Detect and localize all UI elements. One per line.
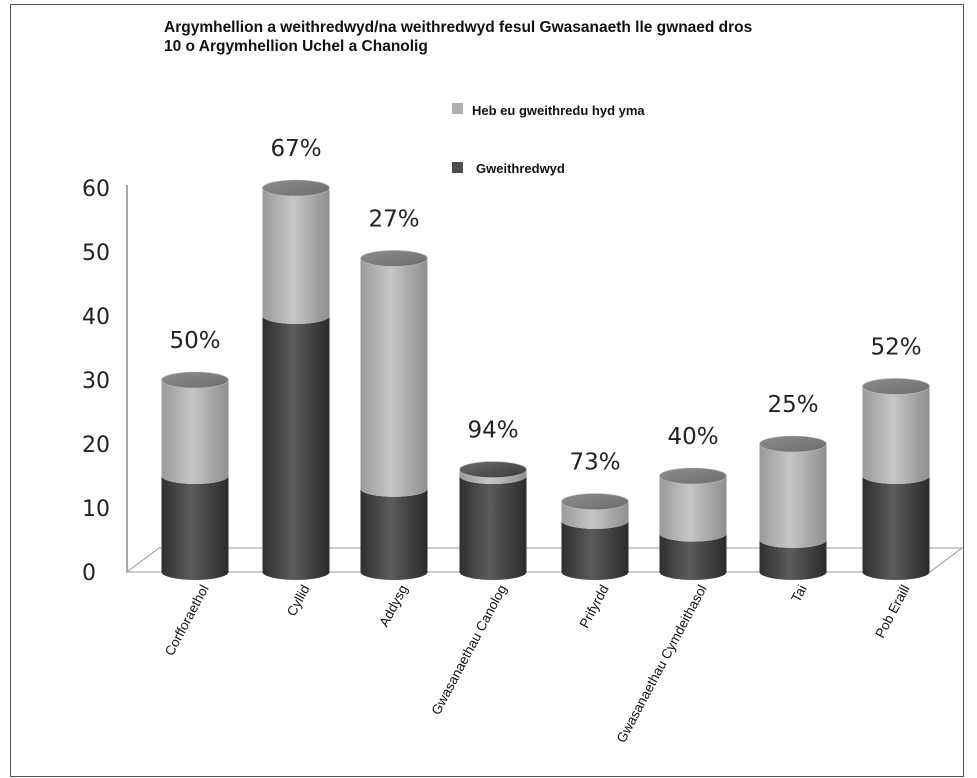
chart-title-line-1: Argymhellion a weithredwyd/na weithredwy… <box>164 19 753 36</box>
bar-gweithredwyd-5 <box>659 533 727 580</box>
bar-gweithredwyd-6 <box>759 540 827 580</box>
bar-heb-eu-gweithredu-3 <box>459 469 527 484</box>
bar-gweithredwyd-3 <box>459 476 527 580</box>
bar-gweithredwyd-7 <box>862 476 930 580</box>
bar-group-2 <box>360 250 428 580</box>
bar-group-4 <box>561 493 629 580</box>
bar-group-0 <box>161 371 229 580</box>
x-tick-label-5: Gwasanaethau Cymdeithasol <box>614 582 710 745</box>
x-tick-label-4: Prifyrdd <box>577 582 612 630</box>
y-tick-label-0: 0 <box>82 561 96 586</box>
bar-group-1 <box>262 179 330 580</box>
data-label-6: 25% <box>767 392 818 418</box>
y-tick-label-20: 20 <box>82 433 110 458</box>
chart-title: Argymhellion a weithredwyd/na weithredwy… <box>164 18 924 56</box>
x-tick-label-0: Corfforaethol <box>162 582 212 658</box>
bar-top-cap-7 <box>862 378 930 395</box>
bar-heb-eu-gweithredu-2 <box>360 258 428 497</box>
y-tick-label-40: 40 <box>82 305 110 330</box>
x-tick-label-6: Tai <box>788 582 809 604</box>
x-tick-label-7: Pob Eraill <box>872 582 912 640</box>
chart-floor <box>125 547 964 573</box>
bar-top-cap-6 <box>759 435 827 453</box>
y-tick-label-50: 50 <box>82 241 110 266</box>
bar-group-7 <box>862 378 930 580</box>
bar-top-cap-1 <box>262 179 330 197</box>
bar-heb-eu-gweithredu-7 <box>862 386 930 484</box>
bar-top-cap-5 <box>659 467 727 485</box>
y-tick-label-60: 60 <box>82 177 110 202</box>
bar-heb-eu-gweithredu-0 <box>161 380 229 484</box>
data-label-0: 50% <box>169 328 220 354</box>
data-label-5: 40% <box>667 424 718 450</box>
data-label-7: 52% <box>870 334 921 360</box>
y-tick-label-30: 30 <box>82 369 110 394</box>
legend-swatch-heb-eu-gweithredu <box>452 103 463 114</box>
chart-title-line-2: 10 o Argymhellion Uchel a Chanolig <box>164 38 428 55</box>
y-tick-label-10: 10 <box>82 497 110 522</box>
bar-heb-eu-gweithredu-1 <box>262 188 330 324</box>
bar-top-cap-3 <box>459 461 527 478</box>
x-tick-label-2: Addysg <box>376 582 410 629</box>
bar-group-6 <box>759 435 827 580</box>
data-label-1: 67% <box>270 136 321 162</box>
data-label-3: 94% <box>467 418 518 444</box>
bar-heb-eu-gweithredu-5 <box>659 476 727 542</box>
bar-top-cap-0 <box>161 371 229 389</box>
bar-group-5 <box>659 467 727 580</box>
bar-gweithredwyd-0 <box>161 476 229 580</box>
bar-gweithredwyd-2 <box>360 488 428 580</box>
data-label-4: 73% <box>569 450 620 476</box>
x-tick-label-3: Gwasanaethau Canolog <box>428 582 509 717</box>
data-label-2: 27% <box>368 206 419 232</box>
bar-top-cap-4 <box>561 493 629 510</box>
bar-gweithredwyd-4 <box>561 520 629 580</box>
legend-label-heb-eu-gweithredu: Heb eu gweithredu hyd yma <box>472 103 645 118</box>
bar-heb-eu-gweithredu-4 <box>561 501 629 529</box>
legend-label-gweithredwyd: Gweithredwyd <box>476 161 565 176</box>
bar-heb-eu-gweithredu-6 <box>759 444 827 548</box>
legend-swatch-gweithredwyd <box>452 162 463 173</box>
bar-gweithredwyd-1 <box>262 316 330 580</box>
bar-group-3 <box>459 461 527 580</box>
x-tick-label-1: Cyllid <box>284 582 313 618</box>
bar-top-cap-2 <box>360 250 428 267</box>
